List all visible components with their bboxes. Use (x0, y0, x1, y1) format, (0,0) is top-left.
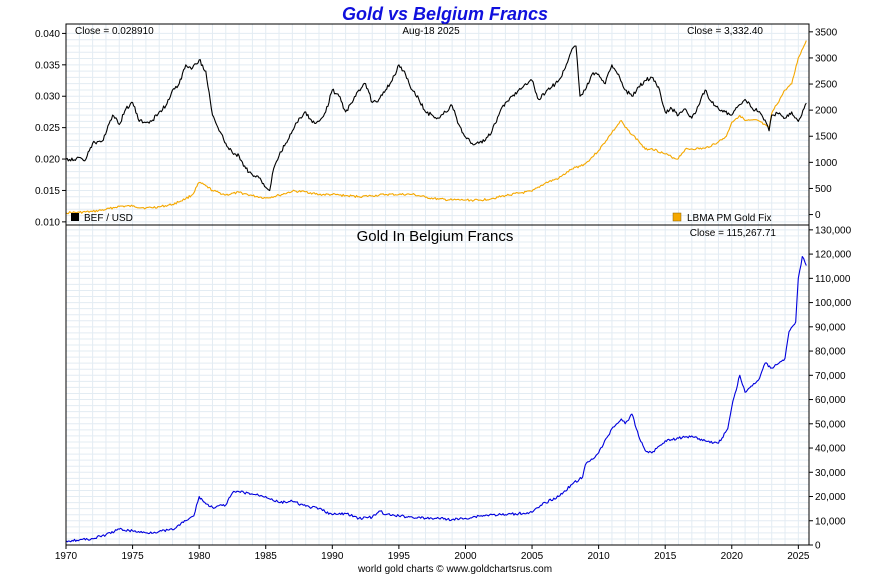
y-right-tick-label: 500 (815, 184, 832, 195)
y-right-tick-label: 70,000 (815, 371, 846, 382)
gold-close-label: Close = 3,332.40 (687, 26, 763, 37)
y-right-tick-label: 90,000 (815, 322, 846, 333)
bef-usd-line (65, 45, 807, 192)
axis-layer: 0.010 0.015 0.020 0.025 0.030 0.035 0.040 0 500 1… (35, 27, 852, 562)
y-right-tick-label: 130,000 (815, 225, 852, 236)
bottom-panel-frame (65, 224, 810, 546)
y-right-tick-label: 120,000 (815, 250, 852, 261)
y-left-tick-label: 0.020 (35, 155, 60, 166)
gold-in-bef-line (65, 255, 807, 543)
x-tick-label: 1990 (321, 551, 344, 562)
y-right-tick-label: 3000 (815, 53, 838, 64)
x-tick-label: 2020 (721, 551, 744, 562)
y-left-tick-label: 0.025 (35, 123, 60, 134)
y-right-tick-label: 100,000 (815, 298, 852, 309)
y-right-tick-label: 110,000 (815, 274, 851, 285)
x-tick-label: 2025 (787, 551, 810, 562)
y-left-tick-label: 0.030 (35, 92, 60, 103)
y-right-tick-label: 60,000 (815, 395, 846, 406)
y-left-tick-label: 0.040 (35, 29, 60, 40)
y-right-tick-label: 10,000 (815, 516, 846, 527)
x-tick-label: 1985 (255, 551, 278, 562)
x-tick-label: 1975 (121, 551, 144, 562)
x-tick-label: 2000 (454, 551, 477, 562)
y-right-tick-label: 1500 (815, 132, 838, 143)
gold-fix-line (65, 40, 807, 215)
bef-close-label: Close = 0.028910 (75, 26, 154, 37)
x-tick-label: 1970 (55, 551, 78, 562)
gold-legend-label: LBMA PM Gold Fix (687, 213, 771, 224)
y-right-tick-label: 3500 (815, 27, 838, 38)
y-right-tick-label: 0 (815, 210, 821, 221)
y-left-tick-label: 0.035 (35, 60, 60, 71)
y-right-tick-label: 50,000 (815, 419, 846, 430)
gold-bef-close-label: Close = 115,267.71 (690, 228, 777, 239)
y-right-tick-label: 0 (815, 541, 821, 552)
y-right-tick-label: 80,000 (815, 347, 846, 358)
y-right-tick-label: 1000 (815, 158, 838, 169)
x-tick-label: 2015 (654, 551, 677, 562)
bef-legend-swatch (71, 213, 79, 221)
bef-legend-label: BEF / USD (84, 213, 133, 224)
date-label: Aug-18 2025 (402, 26, 460, 37)
y-right-tick-label: 30,000 (815, 468, 846, 479)
gold-legend-swatch (672, 212, 682, 222)
y-right-tick-label: 40,000 (815, 444, 846, 455)
y-right-tick-label: 2000 (815, 106, 838, 117)
y-right-tick-label: 2500 (815, 80, 838, 91)
x-tick-label: 2010 (587, 551, 610, 562)
chart-title: Gold vs Belgium Francs (342, 4, 548, 24)
y-left-tick-label: 0.010 (35, 217, 60, 228)
y-right-tick-label: 20,000 (815, 492, 846, 503)
series-layer (65, 40, 807, 543)
y-left-tick-label: 0.015 (35, 186, 60, 197)
bottom-panel-title: Gold In Belgium Francs (357, 228, 514, 245)
x-tick-label: 1995 (388, 551, 411, 562)
x-tick-label: 1980 (188, 551, 211, 562)
grid-layer (66, 24, 809, 545)
x-tick-label: 2005 (521, 551, 544, 562)
footer-credit: world gold charts © www.goldchartsrus.co… (357, 564, 552, 575)
